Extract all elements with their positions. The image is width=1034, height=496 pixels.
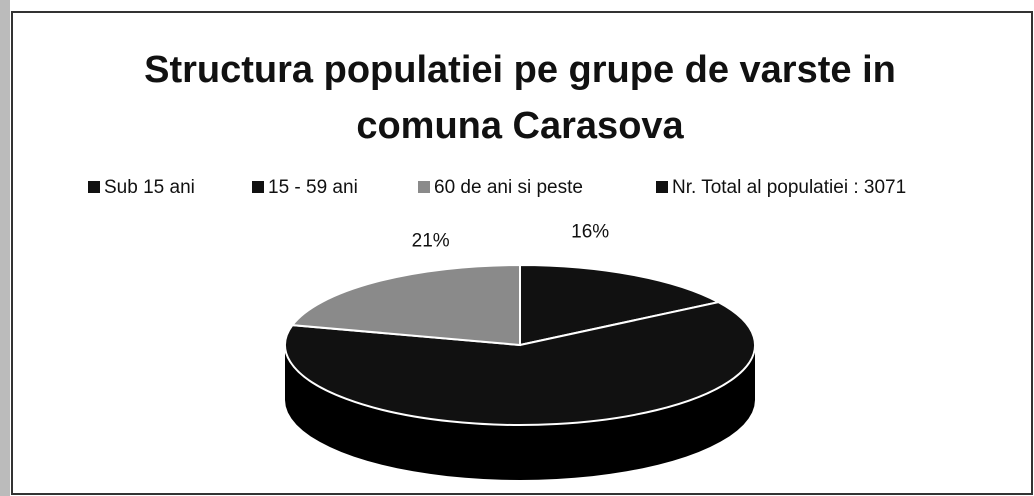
legend-label: Nr. Total al populatiei : 3071 bbox=[672, 177, 906, 198]
pie-slice bbox=[284, 301, 756, 426]
legend-swatch bbox=[88, 181, 100, 193]
legend-swatch bbox=[252, 181, 264, 193]
title-line: comuna Carasova bbox=[356, 105, 684, 147]
slice-side bbox=[285, 345, 755, 480]
scan-edge bbox=[0, 0, 10, 496]
legend-label: Sub 15 ani bbox=[104, 177, 195, 198]
legend-swatch bbox=[656, 181, 668, 193]
chart-frame bbox=[11, 11, 1033, 495]
title-line: Structura populatiei pe grupe de varste … bbox=[144, 49, 896, 91]
data-label: 21% bbox=[412, 231, 450, 252]
data-label: 16% bbox=[571, 221, 609, 242]
pie-slice bbox=[519, 263, 722, 347]
legend-label: 15 - 59 ani bbox=[268, 177, 358, 198]
legend-label: 60 de ani si peste bbox=[434, 177, 583, 198]
legend-swatch bbox=[418, 181, 430, 193]
chart-title: Structura populatiei pe grupe de varste … bbox=[144, 49, 896, 147]
pie-slice bbox=[290, 263, 521, 347]
